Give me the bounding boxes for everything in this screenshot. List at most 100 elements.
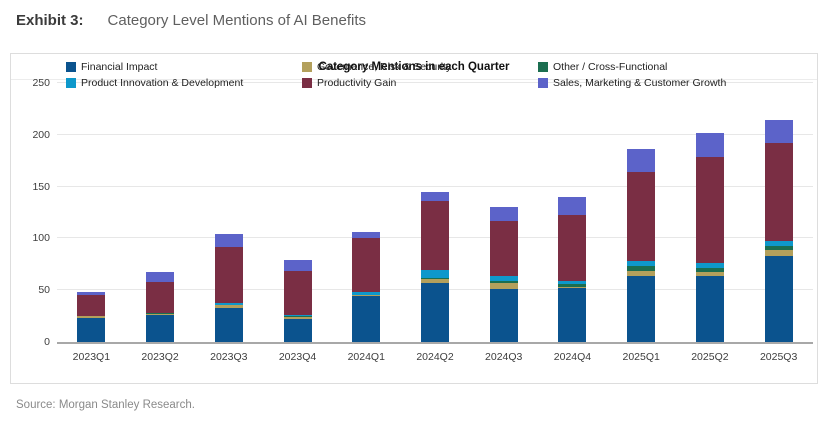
gridline <box>57 82 813 83</box>
bar-segment <box>627 149 656 173</box>
chart-title: Category Mentions in each Quarter <box>318 61 510 73</box>
bar-segment <box>352 295 381 297</box>
bar-segment <box>421 278 449 283</box>
bar-segment <box>695 263 724 269</box>
exhibit-header: Exhibit 3: Category Level Mentions of AI… <box>16 12 366 29</box>
bar-segment <box>352 238 381 293</box>
x-axis-label: 2023Q1 <box>72 351 111 363</box>
gridline <box>57 185 813 187</box>
bar-segment <box>146 314 175 316</box>
legend-label: Governance, Risk & Security <box>317 61 452 73</box>
y-axis-tick-label: 200 <box>32 128 50 141</box>
bar-segment <box>352 292 381 296</box>
bar-segment <box>764 245 793 250</box>
exhibit-label: Exhibit 3: <box>16 12 84 29</box>
y-axis-tick-label: 250 <box>32 77 50 89</box>
bar-segment <box>558 288 587 342</box>
bar-segment <box>421 277 449 279</box>
bar-segment <box>146 281 175 314</box>
bar-segment <box>77 318 106 342</box>
bar-group <box>421 83 449 342</box>
x-axis-label: 2023Q2 <box>141 351 179 363</box>
bar-segment <box>489 220 518 276</box>
bar-segment <box>489 207 518 221</box>
legend-label: Product Innovation & Development <box>81 77 244 89</box>
bar-segment <box>489 282 518 290</box>
bar-segment <box>283 260 312 271</box>
legend-swatch <box>66 62 76 72</box>
bar-segment <box>283 319 312 342</box>
bar-segment <box>627 275 656 342</box>
legend-item: Sales, Marketing & Customer Growth <box>538 77 726 89</box>
bar-segment <box>214 304 243 308</box>
plot-area: 0 50 100 150 200 250 <box>32 77 813 348</box>
bar-stack <box>764 83 793 342</box>
bar-group <box>352 83 381 342</box>
bar-segment <box>421 201 449 270</box>
bar-segment <box>283 315 312 317</box>
bar-stack <box>558 83 587 342</box>
legend-swatch <box>538 62 548 72</box>
y-axis-tick-label: 50 <box>38 284 50 297</box>
bar-group <box>764 83 793 342</box>
legend-item: Other / Cross-Functional <box>538 61 726 73</box>
legend-swatch <box>66 78 76 88</box>
legend-label: Financial Impact <box>81 61 158 73</box>
bar-segment <box>695 132 724 157</box>
bar-segment <box>283 270 312 316</box>
bar-segment <box>214 307 243 342</box>
bar-segment <box>764 249 793 257</box>
x-axis: 2023Q1 2023Q2 2023Q3 2023Q4 2024Q1 2024Q2 2024… <box>57 346 813 368</box>
legend-item: Product Innovation & Development <box>66 77 302 89</box>
gridline <box>57 133 813 135</box>
bar-segment <box>695 271 724 276</box>
bar-segment <box>627 261 656 267</box>
title-divider <box>11 79 817 80</box>
page-title: Category Level Mentions of AI Benefits <box>107 12 366 29</box>
bar-segment <box>146 313 175 315</box>
bar-stack <box>214 83 243 342</box>
legend-label: Productivity Gain <box>317 77 397 89</box>
bar-stack <box>77 83 106 342</box>
legend-label: Sales, Marketing & Customer Growth <box>553 77 727 89</box>
bar-segment <box>695 156 724 264</box>
bar-segment <box>421 282 449 342</box>
x-axis-label: 2024Q1 <box>347 351 385 363</box>
bar-stack <box>695 83 724 342</box>
legend-swatch <box>302 78 312 88</box>
bar-segment <box>489 275 518 281</box>
bar-group <box>558 83 587 342</box>
bar-stack <box>352 83 381 342</box>
x-axis-label: 2024Q4 <box>553 351 592 363</box>
x-axis-label: 2023Q4 <box>278 351 317 363</box>
legend-item: Financial Impact <box>66 61 302 73</box>
bar-segment <box>764 143 793 241</box>
bar-segment <box>352 232 381 239</box>
legend-label: Other / Cross-Functional <box>553 61 668 73</box>
bar-segment <box>764 120 793 144</box>
bar-group <box>146 83 175 342</box>
bar-stack <box>421 83 449 342</box>
chart-panel: Category Mentions in each Quarter 0 50 100… <box>10 53 818 384</box>
bar-segment <box>558 214 587 281</box>
bar-segment <box>421 269 449 278</box>
bar-stack <box>146 83 175 342</box>
bar-group <box>627 83 656 342</box>
x-axis-label: 2024Q3 <box>485 351 523 363</box>
bar-segment <box>764 256 793 342</box>
bar-segment <box>558 284 587 288</box>
legend: Financial Impact Governance, Risk & Secur… <box>66 61 726 89</box>
bar-segment <box>627 172 656 262</box>
y-axis-tick-label: 150 <box>32 180 50 193</box>
bar-group <box>214 83 243 342</box>
bar-segment <box>489 289 518 342</box>
bar-segment <box>627 270 656 276</box>
bar-stack <box>283 83 312 342</box>
bar-segment <box>77 295 106 317</box>
legend-item: Governance, Risk & Security <box>302 61 538 73</box>
bar-stack <box>627 83 656 342</box>
bar-group <box>77 83 106 342</box>
bar-segment <box>283 316 312 318</box>
source-note: Source: Morgan Stanley Research. <box>16 399 195 411</box>
bar-group <box>489 83 518 342</box>
